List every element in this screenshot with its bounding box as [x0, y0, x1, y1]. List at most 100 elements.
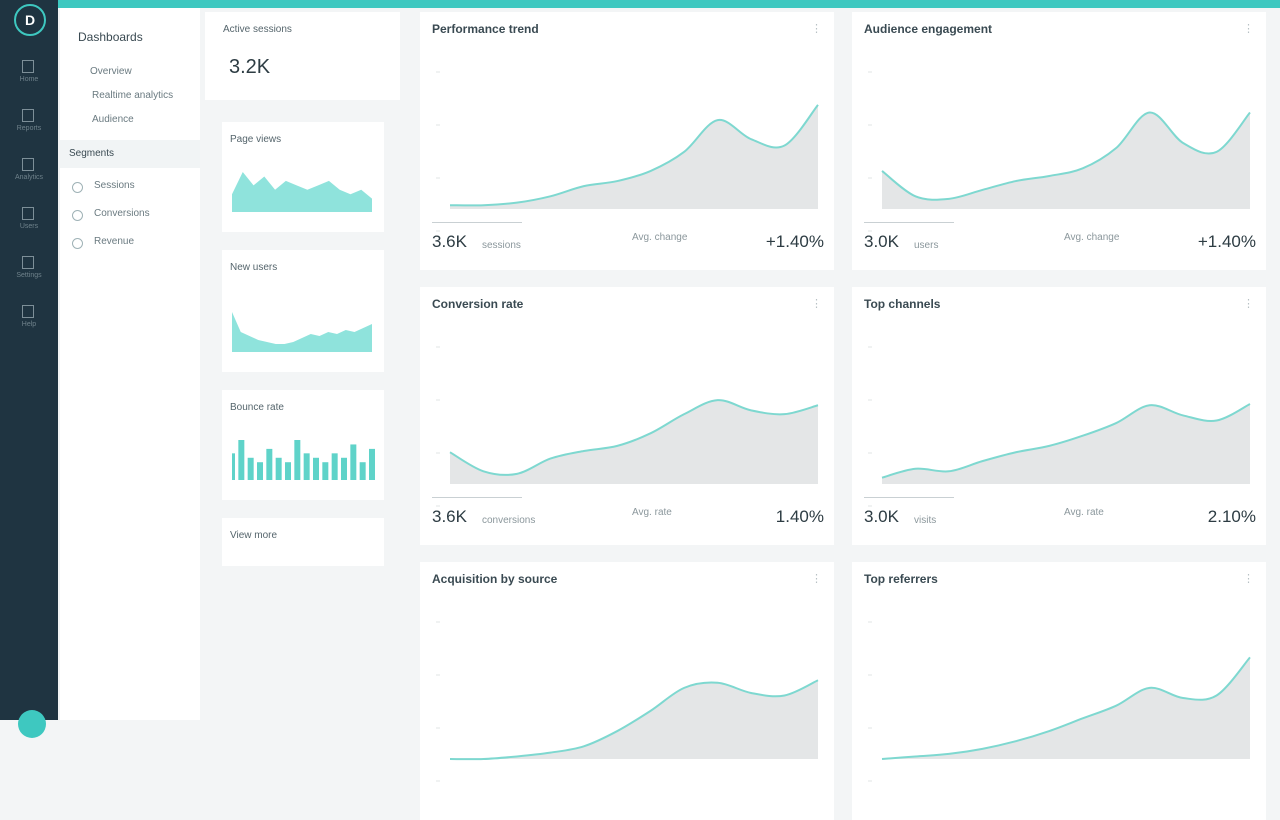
spark-bar	[232, 453, 235, 480]
stat-rule	[864, 497, 954, 498]
nav-radio[interactable]	[72, 210, 83, 221]
area-fill	[882, 112, 1250, 209]
sidebar: D Home Reports Analytics Users Settings Help	[0, 0, 58, 738]
nav-item[interactable]: Audience	[92, 114, 134, 125]
card-menu[interactable]: ⋮	[811, 298, 822, 310]
area-chart	[868, 346, 1251, 507]
kpi-card: View more	[222, 518, 384, 566]
stat-secondary: +1.40%	[1197, 232, 1256, 251]
stat-primary: 3.6K	[432, 507, 467, 526]
kpi-card: New users	[222, 250, 384, 372]
card-menu[interactable]: ⋮	[1243, 573, 1254, 585]
card-title: Conversion rate	[432, 297, 524, 311]
logo: D	[14, 4, 46, 36]
card-menu[interactable]: ⋮	[811, 23, 822, 35]
spark-bar	[322, 462, 329, 480]
stat-primary-label: visits	[914, 515, 937, 526]
area-line	[449, 104, 819, 207]
chart-card: Top channels ⋮ 3.0K visits Avg. rate 2.10%	[852, 287, 1266, 545]
nav-title: Dashboards	[78, 30, 143, 44]
spark-bar	[369, 448, 375, 480]
spark-bar	[294, 440, 301, 480]
kpi-title: New users	[230, 262, 278, 273]
spark-bar	[266, 448, 273, 480]
kpi-title: Page views	[230, 134, 282, 145]
spark-bar	[313, 457, 319, 480]
stat-secondary: +1.40%	[765, 232, 824, 251]
sidebar-label[interactable]: Users	[19, 223, 39, 230]
nav-sub-item[interactable]: Sessions	[94, 180, 135, 191]
nav-panel: Dashboards Overview Realtime analytics Audi…	[60, 8, 200, 720]
card-title: Acquisition by source	[432, 572, 558, 586]
stat-primary-label: sessions	[482, 240, 521, 251]
stat-secondary: 1.40%	[775, 507, 824, 526]
card-title: Audience engagement	[864, 22, 993, 36]
sparkline	[232, 172, 372, 212]
card-title: Performance trend	[432, 22, 539, 36]
card-menu[interactable]: ⋮	[811, 573, 822, 585]
sidebar-label[interactable]: Home	[19, 76, 39, 83]
spark-bar	[247, 457, 254, 480]
kpi-title: View more	[230, 530, 278, 541]
area-fill	[882, 657, 1250, 759]
stat-middle-label: Avg. rate	[632, 507, 672, 518]
sidebar-label[interactable]: Analytics	[14, 174, 43, 181]
stat-primary: 3.0K	[864, 507, 899, 526]
chart-card: Top referrers ⋮	[852, 562, 1266, 820]
spark-bar	[285, 462, 291, 480]
sidebar-icon[interactable]	[22, 256, 34, 269]
spark-bar	[341, 457, 347, 480]
sidebar-label[interactable]: Help	[21, 321, 37, 328]
chart-card: Performance trend ⋮ 3.6K sessions Avg. chang…	[420, 12, 834, 270]
area-chart	[436, 621, 819, 782]
kpi-value: 3.2K	[229, 56, 271, 78]
area-chart	[868, 71, 1251, 232]
chart-card: Audience engagement ⋮ 3.0K users Avg. change…	[852, 12, 1266, 270]
area-fill	[450, 104, 818, 209]
area-chart	[436, 71, 819, 232]
card-menu[interactable]: ⋮	[1243, 298, 1254, 310]
card-title: Top channels	[864, 297, 941, 311]
nav-sub-item[interactable]: Revenue	[94, 236, 135, 247]
area-chart	[436, 346, 819, 507]
spark-bar	[275, 457, 282, 480]
card-menu[interactable]: ⋮	[1243, 23, 1254, 35]
card-title: Top referrers	[864, 572, 938, 586]
sidebar-icon[interactable]	[22, 109, 34, 122]
chart-card: Acquisition by source ⋮	[420, 562, 834, 820]
area-chart	[868, 621, 1251, 782]
area-line	[881, 403, 1251, 479]
stat-primary-label: conversions	[482, 515, 536, 526]
nav-item[interactable]: Overview	[90, 66, 132, 77]
nav-radio[interactable]	[72, 238, 83, 249]
sidebar-icon[interactable]	[22, 158, 34, 171]
nav-radio[interactable]	[72, 182, 83, 193]
sidebar-icon[interactable]	[22, 207, 34, 220]
area-line	[881, 111, 1251, 201]
sidebar-label[interactable]: Settings	[16, 272, 42, 279]
area-fill	[882, 403, 1250, 484]
sparkline-area	[232, 312, 372, 352]
sparkline-area	[232, 172, 372, 212]
sidebar-label[interactable]: Reports	[16, 125, 42, 132]
kpi-card: Active sessions 3.2K	[205, 12, 400, 100]
stat-middle-label: Avg. change	[632, 232, 688, 243]
stat-primary-label: users	[914, 240, 939, 251]
nav-sub-item[interactable]: Conversions	[94, 208, 150, 219]
top-bar	[58, 0, 1280, 8]
stat-middle-label: Avg. change	[1064, 232, 1120, 243]
stat-primary: 3.0K	[864, 232, 899, 251]
nav-section[interactable]: Segments	[60, 140, 200, 168]
stat-rule	[432, 222, 522, 223]
nav-item[interactable]: Realtime analytics	[92, 90, 174, 101]
stat-secondary: 2.10%	[1207, 507, 1256, 526]
sidebar-icon[interactable]	[22, 60, 34, 73]
stat-rule	[864, 222, 954, 223]
spark-bar	[331, 453, 338, 480]
stat-middle-label: Avg. rate	[1064, 507, 1104, 518]
sparkline	[232, 440, 375, 480]
avatar[interactable]	[18, 710, 46, 738]
sidebar-icon[interactable]	[22, 305, 34, 318]
stat-primary: 3.6K	[432, 232, 467, 251]
